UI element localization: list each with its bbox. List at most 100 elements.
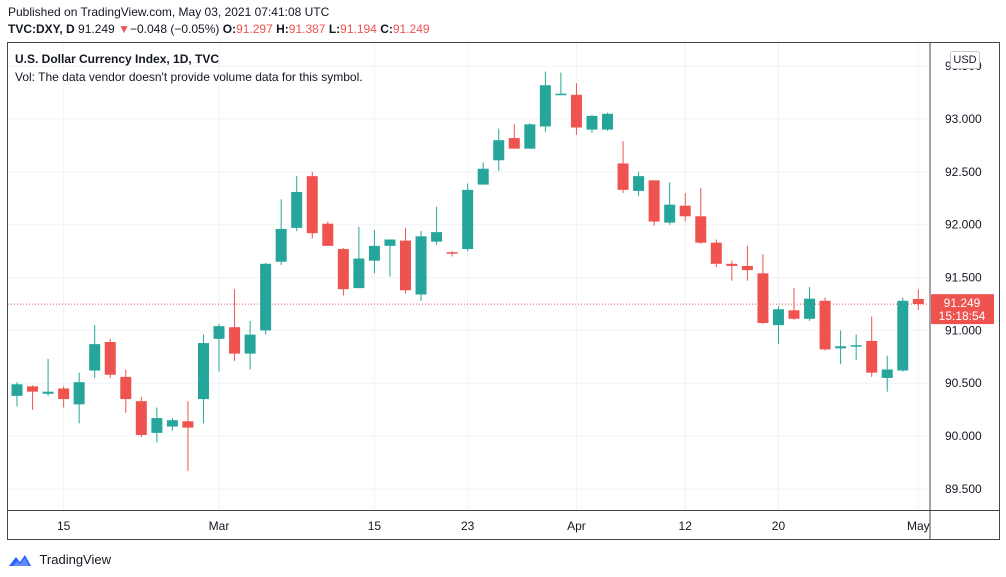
candle-body	[27, 386, 39, 392]
x-tick-label: 20	[772, 519, 786, 533]
price-tag-value: 91.249	[944, 296, 981, 310]
candle-body	[306, 176, 318, 234]
x-tick-label: Mar	[209, 519, 230, 533]
candle-body	[570, 94, 582, 128]
chart-title: U.S. Dollar Currency Index, 1D, TVC	[15, 52, 220, 66]
candle-body	[120, 376, 132, 400]
candle-body	[757, 273, 769, 323]
y-tick-label: 92.500	[945, 165, 982, 179]
candle-body	[337, 249, 349, 290]
candle-body	[617, 163, 629, 190]
candle-body	[182, 421, 194, 428]
candle-body	[493, 140, 505, 161]
candle-body	[508, 138, 520, 149]
candle-body	[197, 343, 209, 400]
close-value: 91.249	[392, 22, 430, 36]
low-label: L:	[328, 22, 341, 36]
price-tag-countdown: 15:18:54	[939, 309, 986, 323]
candle-body	[275, 228, 287, 262]
candle-body	[881, 369, 893, 378]
candle-body	[291, 191, 303, 228]
y-tick-label: 92.000	[945, 218, 982, 232]
change-arrow-icon: ▼	[118, 22, 130, 36]
candle-body	[741, 265, 753, 271]
candle-body	[586, 115, 598, 130]
symbol-label[interactable]: TVC:DXY, D	[8, 22, 75, 36]
x-tick-label: Apr	[567, 519, 586, 533]
y-tick-label: 91.000	[945, 323, 982, 337]
candle-body	[384, 239, 396, 246]
candle-body	[415, 236, 427, 295]
chart-frame	[7, 42, 1000, 540]
candle-body	[213, 326, 225, 339]
candle-body	[664, 204, 676, 223]
ohlc-legend: TVC:DXY, D 91.249 ▼−0.048 (−0.05%) O:91.…	[8, 22, 430, 36]
candle-body	[58, 388, 70, 400]
candle-body	[322, 223, 334, 246]
candle-body	[431, 232, 443, 242]
open-label: O:	[222, 22, 237, 36]
candle-body	[555, 93, 567, 96]
low-value: 91.194	[340, 22, 377, 36]
candle-body	[648, 180, 660, 222]
candle-body	[353, 258, 365, 289]
candle-body	[524, 124, 536, 149]
published-caption: Published on TradingView.com, May 03, 20…	[8, 5, 330, 19]
candle-body	[897, 300, 909, 371]
candle-body	[400, 240, 411, 291]
x-tick-label: 15	[368, 519, 382, 533]
y-tick-label: 89.500	[945, 482, 982, 496]
candle-body	[772, 309, 784, 326]
candle-body	[633, 176, 645, 191]
candle-body	[368, 245, 380, 261]
high-label: H:	[276, 22, 289, 36]
brand-name: TradingView	[39, 552, 111, 568]
candle-body	[166, 420, 178, 427]
candle-body	[850, 345, 862, 347]
x-tick-label: 23	[461, 519, 475, 533]
candle-body	[866, 340, 878, 373]
y-tick-label: 93.000	[945, 112, 982, 126]
close-label: C:	[380, 22, 393, 36]
x-tick-label: 15	[57, 519, 71, 533]
volume-note: Vol: The data vendor doesn't provide vol…	[15, 70, 363, 84]
tradingview-brand[interactable]: TradingView	[8, 551, 111, 569]
last-price: 91.249	[78, 22, 115, 36]
y-tick-label: 90.500	[945, 376, 982, 390]
candle-body	[788, 310, 800, 319]
candle-body	[89, 344, 101, 371]
candle-body	[11, 384, 23, 396]
candle-body	[819, 300, 831, 350]
candle-body	[695, 216, 707, 243]
x-tick-label: May	[907, 519, 930, 533]
y-tick-label: 91.500	[945, 271, 982, 285]
candle-body	[679, 205, 691, 217]
candle-body	[73, 382, 85, 405]
candle-body	[710, 242, 722, 264]
candle-body	[804, 298, 816, 319]
high-value: 91.387	[288, 22, 326, 36]
candle-body	[104, 342, 116, 375]
price-tag-bg	[931, 294, 994, 325]
x-tick-label: 12	[679, 519, 693, 533]
open-value: 91.297	[236, 22, 273, 36]
candle-body	[260, 263, 272, 331]
candle-body	[42, 391, 54, 394]
change-value: −0.048 (−0.05%)	[129, 22, 220, 36]
candle-body	[912, 299, 924, 305]
candle-body	[462, 189, 474, 250]
candle-body	[835, 346, 847, 349]
candle-body	[602, 113, 614, 130]
candle-body	[477, 168, 489, 185]
candle-body	[229, 327, 241, 354]
candle-body	[151, 418, 163, 433]
candle-body	[726, 263, 738, 266]
candle-body	[446, 252, 458, 254]
y-tick-label: 90.000	[945, 429, 982, 443]
candle-body	[244, 334, 256, 354]
candle-body	[135, 401, 147, 435]
currency-button[interactable]: USD	[950, 51, 980, 69]
candle-body	[539, 85, 551, 127]
tradingview-logo-icon	[9, 554, 31, 566]
